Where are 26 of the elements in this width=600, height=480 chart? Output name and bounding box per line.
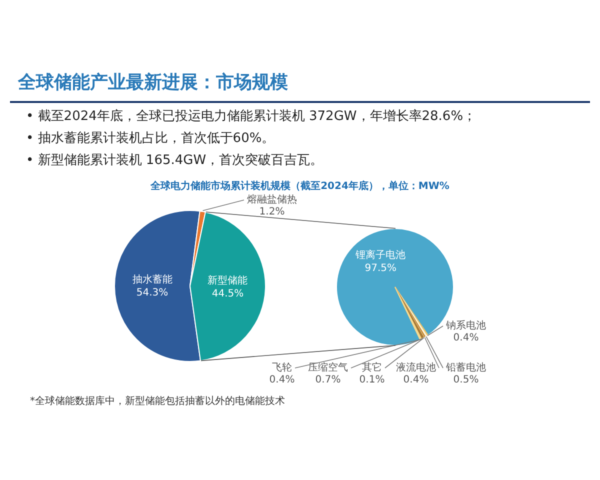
data-label: 1.2% bbox=[259, 206, 285, 218]
slice-label: 飞轮 bbox=[272, 362, 292, 374]
chart-title: 全球储能产业最新进展：市场规模 bbox=[18, 72, 288, 94]
data-label: 97.5% bbox=[364, 263, 397, 274]
data-label: 0.4% bbox=[403, 374, 429, 386]
data-label: 0.5% bbox=[453, 374, 479, 386]
slice-label: 其它 bbox=[362, 362, 382, 374]
data-label: 0.4% bbox=[269, 374, 295, 386]
text: • 新型储能累计装机 165.4GW，首次突破百吉瓦。 bbox=[26, 152, 324, 170]
slice-label: 新型储能 bbox=[208, 274, 248, 286]
slice-label: 液流电池 bbox=[396, 362, 436, 374]
text: *全球储能数据库中，新型储能包括抽蓄以外的电储能技术 bbox=[30, 396, 285, 408]
slice-label: 压缩空气 bbox=[308, 362, 348, 374]
chart-subtitle: 全球电力储能市场累计装机规模（截至2024年底），单位：MW% bbox=[150, 181, 450, 193]
slice-label: 锂离子电池 bbox=[354, 249, 406, 262]
data-label: 0.7% bbox=[315, 374, 341, 386]
slice-label: 熔融盐储热 bbox=[247, 194, 297, 206]
text: • 截至2024年底，全球已投运电力储能累计装机 372GW，年增长率28.6%； bbox=[26, 108, 476, 126]
data-label: 0.1% bbox=[359, 374, 385, 386]
slice-label: 铅蓄电池 bbox=[445, 362, 486, 374]
slice-label: 抽水蓄能 bbox=[132, 273, 172, 286]
data-label: 44.5% bbox=[212, 288, 244, 300]
data-label: 54.3% bbox=[136, 287, 168, 298]
data-label: 0.4% bbox=[453, 332, 479, 344]
slice-label: 钠系电池 bbox=[445, 320, 486, 332]
text: • 抽水蓄能累计装机占比，首次低于60%。 bbox=[26, 130, 276, 148]
